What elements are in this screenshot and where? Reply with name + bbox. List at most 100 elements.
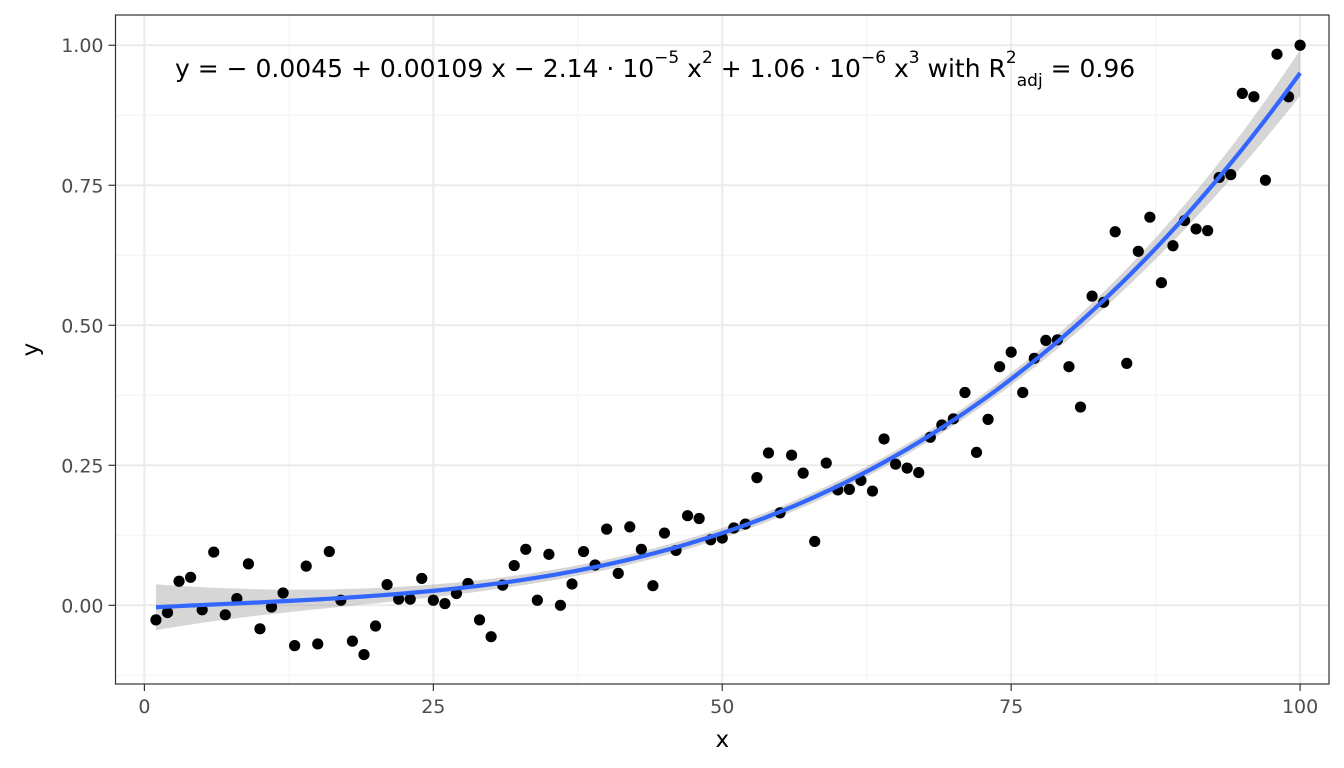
data-point bbox=[1202, 225, 1214, 237]
data-point bbox=[913, 466, 925, 479]
x-tick-label: 25 bbox=[421, 696, 445, 718]
data-point bbox=[1225, 169, 1237, 181]
data-point bbox=[265, 601, 278, 613]
data-point bbox=[1063, 361, 1075, 373]
data-point bbox=[554, 599, 567, 611]
data-point bbox=[681, 510, 694, 522]
y-tick-label: 1.00 bbox=[61, 35, 103, 57]
x-axis-title: x bbox=[715, 727, 729, 753]
major-gridlines bbox=[115, 15, 1329, 684]
y-tick-label: 0.50 bbox=[61, 315, 103, 337]
data-point bbox=[647, 580, 659, 592]
data-point bbox=[1005, 346, 1017, 358]
x-axis: 0 25 50 75 100 bbox=[138, 684, 1318, 718]
data-point bbox=[346, 635, 359, 647]
x-tick-label: 100 bbox=[1282, 696, 1318, 718]
equation-part: x bbox=[679, 54, 702, 83]
data-point bbox=[393, 593, 405, 605]
data-point bbox=[508, 559, 520, 572]
data-point bbox=[1248, 91, 1260, 103]
data-point bbox=[277, 587, 289, 599]
data-point bbox=[693, 512, 705, 525]
equation-part: 2 bbox=[1006, 48, 1017, 68]
data-point bbox=[635, 543, 647, 555]
data-point bbox=[369, 620, 382, 632]
data-point bbox=[150, 614, 162, 626]
data-point bbox=[866, 485, 879, 497]
data-point bbox=[531, 594, 543, 606]
data-point bbox=[404, 593, 416, 605]
data-point bbox=[1109, 226, 1121, 238]
fit-line-layer bbox=[155, 71, 1302, 610]
data-point bbox=[982, 413, 994, 425]
data-point bbox=[1236, 87, 1248, 100]
equation-part: y = − 0.0045 + 0.00109 x − 2.14 · 10 bbox=[175, 54, 654, 83]
data-point bbox=[785, 449, 798, 461]
regression-equation-annotation: y = − 0.0045 + 0.00109 x − 2.14 · 10−5 x… bbox=[175, 48, 1135, 91]
data-point bbox=[809, 535, 821, 548]
data-point bbox=[1190, 223, 1202, 235]
data-point bbox=[242, 558, 255, 570]
data-point bbox=[1040, 334, 1052, 346]
data-point bbox=[289, 640, 301, 652]
data-point bbox=[312, 638, 324, 650]
data-point bbox=[577, 545, 590, 558]
equation-part: −6 bbox=[861, 48, 886, 68]
equation-part: x bbox=[886, 54, 909, 83]
data-point bbox=[601, 523, 613, 535]
equation-part: 3 bbox=[909, 48, 920, 68]
data-point bbox=[416, 572, 428, 585]
data-point bbox=[1132, 245, 1144, 257]
data-point bbox=[485, 631, 497, 643]
data-point bbox=[358, 649, 370, 661]
equation-part: with R bbox=[920, 54, 1006, 83]
data-point bbox=[612, 567, 624, 579]
y-tick-label: 0.75 bbox=[61, 175, 103, 197]
data-point bbox=[208, 546, 220, 558]
data-point bbox=[254, 623, 266, 635]
y-tick-label: 0.00 bbox=[61, 595, 103, 617]
data-point bbox=[520, 543, 532, 555]
data-point bbox=[161, 606, 174, 619]
data-point bbox=[473, 614, 486, 626]
x-tick-label: 0 bbox=[138, 696, 150, 718]
data-point bbox=[439, 598, 451, 610]
data-point bbox=[1155, 277, 1168, 289]
data-point bbox=[300, 560, 312, 572]
data-point bbox=[624, 521, 636, 533]
data-point bbox=[1259, 174, 1272, 186]
data-point bbox=[323, 545, 335, 558]
data-point bbox=[1121, 357, 1133, 369]
data-point bbox=[185, 571, 197, 583]
y-axis: 0.00 0.25 0.50 0.75 1.00 bbox=[61, 35, 116, 617]
y-tick-label: 0.25 bbox=[61, 455, 103, 477]
data-point bbox=[843, 483, 855, 495]
equation-part: + 1.06 · 10 bbox=[713, 54, 861, 83]
x-tick-label: 50 bbox=[710, 696, 734, 718]
x-tick-label: 75 bbox=[999, 696, 1023, 718]
data-point bbox=[1144, 211, 1156, 223]
equation-part: 2 bbox=[702, 48, 713, 68]
data-point bbox=[566, 578, 578, 590]
equation-part: adj bbox=[1017, 71, 1043, 91]
data-point bbox=[970, 446, 983, 459]
data-point bbox=[901, 462, 913, 474]
data-point bbox=[658, 527, 671, 539]
data-point bbox=[173, 575, 185, 587]
equation-part: −5 bbox=[654, 48, 679, 68]
data-point bbox=[890, 458, 902, 470]
fit-line bbox=[155, 71, 1302, 610]
data-point bbox=[1086, 290, 1098, 302]
data-point bbox=[381, 578, 393, 591]
data-point bbox=[1017, 386, 1029, 399]
data-point bbox=[994, 361, 1006, 373]
data-point bbox=[959, 386, 971, 399]
data-point bbox=[762, 447, 775, 459]
y-axis-title: y bbox=[18, 343, 44, 357]
data-point bbox=[1294, 39, 1306, 51]
equation-part: = 0.96 bbox=[1043, 54, 1136, 83]
data-point bbox=[427, 594, 439, 606]
data-point bbox=[820, 457, 832, 469]
